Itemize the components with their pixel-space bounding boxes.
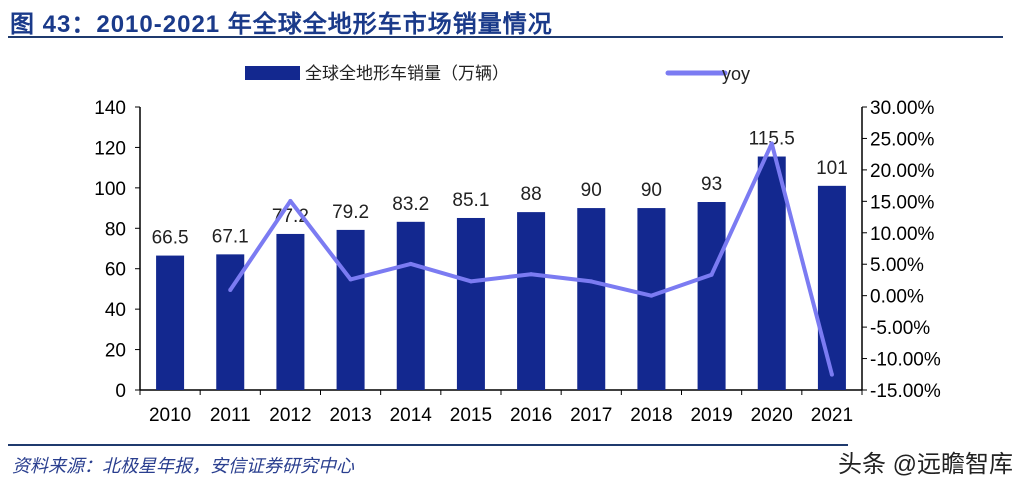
left-tick-label: 100 [94,179,126,200]
data-label-2015: 85.1 [452,190,489,211]
right-tick-label: 25.00% [870,129,935,150]
right-tick-label: 10.00% [870,224,935,245]
data-label-2013: 79.2 [332,202,369,223]
x-tick-label: 2018 [630,405,672,426]
data-label-2014: 83.2 [392,194,429,215]
legend-line-label: yoy [722,64,750,84]
yoy-point-2014 [408,261,413,266]
bar-2012 [276,233,305,390]
bar-2021 [817,185,846,390]
x-tick-label: 2015 [450,405,492,426]
x-tick-label: 2017 [570,405,612,426]
yoy-point-2020 [769,141,774,146]
bar-2015 [456,217,485,390]
legend-bar-label: 全球全地形车销量（万辆） [305,64,509,83]
yoy-point-2013 [348,277,353,282]
left-tick-label: 80 [105,219,126,240]
bar-2016 [517,212,546,390]
data-label-2011: 67.1 [212,226,249,247]
x-tick-label: 2013 [329,405,371,426]
right-tick-label: 5.00% [870,255,924,276]
bar-2020 [757,156,786,390]
source-note: 资料来源：北极星年报，安信证券研究中心 [12,456,354,477]
data-label-2016: 88 [521,184,542,205]
chart-title: 图 43：2010-2021 年全球全地形车市场销量情况 [10,11,553,38]
right-tick-label: -10.00% [870,350,941,371]
title-divider [8,36,1003,38]
yoy-point-2021 [829,372,834,377]
bar-2018 [637,208,666,390]
bar-2010 [156,255,185,390]
data-label-2019: 93 [701,174,722,195]
left-tick-label: 20 [105,341,126,362]
x-tick-label: 2019 [690,405,732,426]
legend-bar-swatch [245,66,300,80]
right-tick-label: 30.00% [870,98,935,119]
x-tick-label: 2021 [811,405,853,426]
yoy-point-2016 [529,272,534,277]
data-label-2021: 101 [816,158,848,179]
x-tick-label: 2010 [149,405,191,426]
yoy-point-2019 [709,272,714,277]
data-label-2017: 90 [581,180,602,201]
right-tick-label: 15.00% [870,192,935,213]
left-tick-label: 0 [115,381,126,402]
x-tick-label: 2012 [269,405,311,426]
yoy-point-2011 [228,288,233,293]
bar-2019 [697,202,726,390]
data-label-2020: 115.5 [749,129,795,150]
right-tick-label: -5.00% [870,318,930,339]
left-tick-label: 140 [94,98,126,119]
yoy-point-2015 [468,279,473,284]
yoy-point-2018 [649,293,654,298]
left-tick-label: 40 [105,300,126,321]
right-tick-label: -15.00% [870,381,941,402]
data-label-2010: 66.5 [152,228,189,249]
x-tick-label: 2020 [751,405,793,426]
x-tick-label: 2016 [510,405,552,426]
yoy-point-2017 [589,279,594,284]
yoy-point-2012 [288,199,293,204]
bar-2014 [396,221,425,390]
watermark: 头条 @远瞻智库 [838,451,1014,478]
data-label-2018: 90 [641,180,662,201]
left-tick-label: 120 [94,138,126,159]
right-tick-label: 20.00% [870,161,935,182]
bar-2017 [577,208,606,390]
footer-divider [8,444,848,446]
x-tick-label: 2014 [390,405,433,426]
left-tick-label: 60 [105,260,126,281]
x-tick-label: 2011 [210,405,251,426]
bar-2013 [336,229,365,390]
right-tick-label: 0.00% [870,287,924,308]
